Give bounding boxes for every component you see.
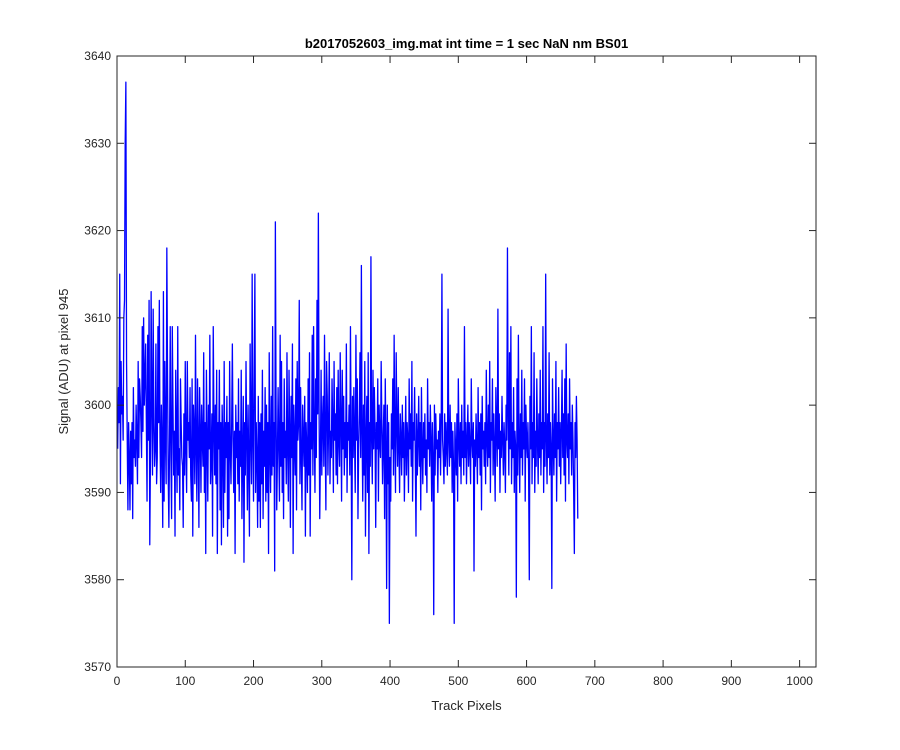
y-tick-label: 3610 bbox=[84, 311, 111, 325]
x-axis-label: Track Pixels bbox=[431, 698, 502, 713]
y-axis-label: Signal (ADU) at pixel 945 bbox=[56, 289, 71, 435]
x-tick-label: 400 bbox=[380, 674, 400, 688]
x-tick-label: 600 bbox=[517, 674, 537, 688]
axes-box bbox=[116, 55, 817, 668]
series-layer bbox=[117, 81, 579, 625]
x-tick-label: 1000 bbox=[786, 674, 813, 688]
x-tick-label: 700 bbox=[585, 674, 605, 688]
chart-title: b2017052603_img.mat int time = 1 sec NaN… bbox=[305, 36, 628, 51]
y-tick-label: 3590 bbox=[84, 485, 111, 499]
x-tick-label: 100 bbox=[175, 674, 195, 688]
x-tick-label: 0 bbox=[114, 674, 121, 688]
x-tick-label: 200 bbox=[244, 674, 264, 688]
ticks-layer: 0 100 200 300 400 500 600 700 800 900 1000 3570 3580… bbox=[84, 49, 816, 688]
y-tick-label: 3630 bbox=[84, 136, 111, 150]
series-line-0 bbox=[117, 81, 579, 625]
y-tick-label: 3640 bbox=[84, 49, 111, 63]
y-tick-label: 3600 bbox=[84, 398, 111, 412]
y-tick-label: 3580 bbox=[84, 573, 111, 587]
y-tick-label: 3620 bbox=[84, 224, 111, 238]
y-tick-label: 3570 bbox=[84, 660, 111, 674]
x-tick-label: 800 bbox=[653, 674, 673, 688]
x-tick-label: 900 bbox=[721, 674, 741, 688]
x-tick-label: 500 bbox=[448, 674, 468, 688]
x-tick-label: 300 bbox=[312, 674, 332, 688]
plot-area bbox=[117, 56, 816, 667]
